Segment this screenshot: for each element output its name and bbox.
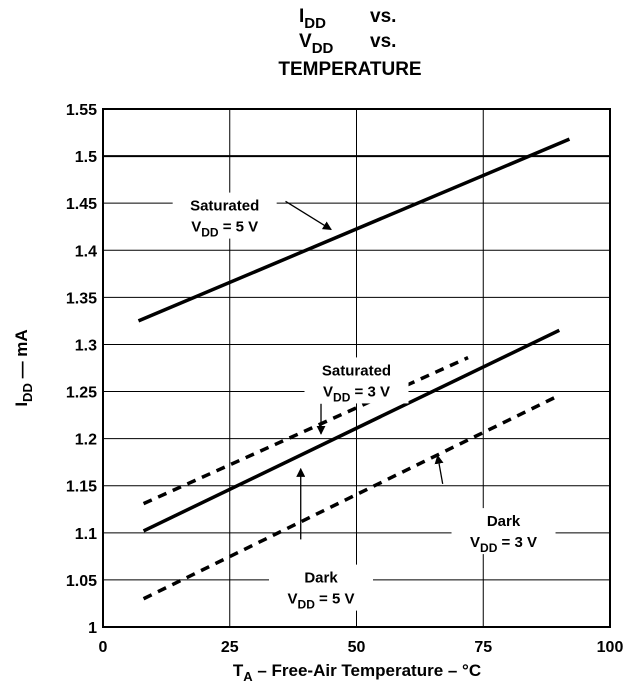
annotation-label: Dark (304, 570, 338, 587)
annotation-bg (304, 357, 409, 404)
x-axis-label: TA – Free-Air Temperature – °C (233, 661, 481, 684)
x-tick-label: 25 (221, 639, 239, 656)
series-line (142, 393, 561, 601)
annotation-bg (269, 564, 374, 611)
y-axis-label: IDD — mA (12, 329, 35, 406)
y-tick-label: 1.45 (66, 196, 97, 213)
series-line (142, 356, 469, 506)
annotation-label: VDD = 5 V (191, 219, 258, 240)
y-tick-label: 1.1 (75, 526, 97, 543)
x-tick-label: 100 (597, 639, 624, 656)
annotation-label: VDD = 3 V (323, 383, 390, 404)
y-tick-label: 1.55 (66, 102, 97, 119)
y-tick-label: 1.2 (75, 432, 97, 449)
annotation-arrow (434, 454, 444, 484)
y-tick-label: 1.15 (66, 479, 97, 496)
x-tick-label: 75 (474, 639, 492, 656)
x-tick-label: 50 (348, 639, 366, 656)
series-line (142, 328, 561, 533)
y-tick-label: 1.5 (75, 149, 97, 166)
annotation-label: VDD = 5 V (288, 591, 355, 612)
y-tick-label: 1.05 (66, 573, 97, 590)
annotation-label: Dark (487, 513, 521, 530)
series-line (137, 137, 571, 323)
annotation-bg (451, 508, 556, 555)
y-tick-label: 1.3 (75, 337, 97, 354)
y-tick-label: 1 (88, 620, 97, 637)
x-tick-label: 0 (99, 639, 108, 656)
annotation-label: Saturated (190, 198, 259, 215)
chart-title-line: TEMPERATURE (278, 59, 421, 80)
chart-title-line: IDD vs. (299, 6, 396, 32)
annotation-label: VDD = 3 V (470, 534, 537, 555)
annotation-bg (172, 192, 277, 239)
y-tick-label: 1.4 (75, 243, 97, 260)
annotation-arrow (285, 200, 332, 231)
chart-title-line: VDD vs. (299, 31, 396, 57)
annotation-label: Saturated (322, 362, 391, 379)
y-tick-label: 1.25 (66, 385, 97, 402)
y-tick-label: 1.35 (66, 290, 97, 307)
plot-frame (102, 108, 611, 628)
